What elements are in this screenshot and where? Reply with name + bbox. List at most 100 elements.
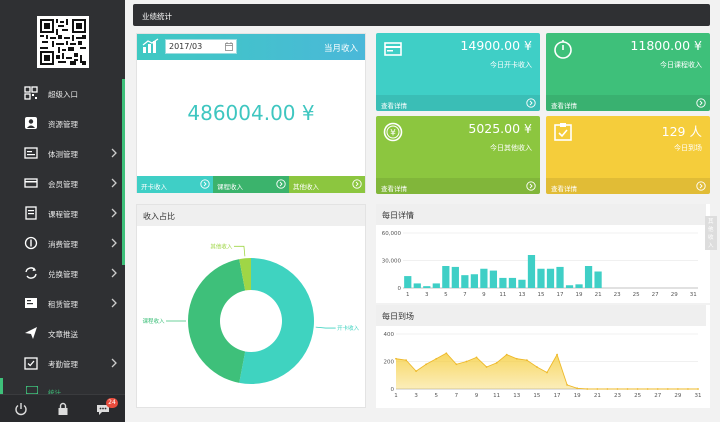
data-point[interactable]	[556, 353, 558, 356]
bar[interactable]	[575, 284, 583, 288]
sidebar: 超级入口 资源管理 体测管理 会员管理 课程管理 消费管理 兑换管理 租赁管理 文章推送 考勤管理…	[0, 0, 125, 422]
data-point[interactable]	[445, 352, 448, 355]
data-point[interactable]	[586, 388, 589, 390]
view-details-link[interactable]: 查看详情	[546, 95, 710, 111]
data-point[interactable]	[435, 357, 438, 360]
sidebar-item-10[interactable]: 考勤管理	[0, 349, 122, 379]
data-point[interactable]	[485, 366, 488, 368]
bar[interactable]	[565, 285, 574, 288]
pie-slice[interactable]	[239, 258, 251, 291]
data-point[interactable]	[606, 388, 609, 390]
calendar-icon[interactable]	[225, 42, 233, 51]
bar[interactable]	[470, 274, 478, 288]
data-point[interactable]	[465, 360, 468, 363]
y-tick-label: 200	[384, 360, 395, 366]
bar[interactable]	[432, 283, 440, 288]
sidebar-item-4[interactable]: 会员管理	[0, 169, 122, 199]
stat-value: 129 人	[661, 124, 702, 139]
view-details-link[interactable]: 查看详情	[546, 178, 710, 194]
power-icon[interactable]	[14, 402, 28, 416]
data-point[interactable]	[676, 388, 679, 390]
pie-slice[interactable]	[187, 259, 246, 383]
grid-icon	[24, 86, 38, 100]
data-point[interactable]	[525, 359, 528, 362]
data-point[interactable]	[566, 383, 569, 386]
x-tick-label: 23	[614, 292, 621, 298]
data-point[interactable]	[687, 388, 689, 390]
month-date-input[interactable]: 2017/03	[165, 39, 237, 54]
bar[interactable]	[451, 266, 459, 288]
chevron-right-icon	[111, 178, 117, 188]
data-point[interactable]	[505, 353, 508, 356]
bar[interactable]	[556, 266, 564, 288]
data-point[interactable]	[475, 356, 478, 359]
bar[interactable]	[423, 286, 431, 288]
data-point[interactable]	[636, 388, 639, 390]
bar[interactable]	[404, 276, 412, 288]
bar[interactable]	[442, 266, 450, 288]
svg-text:¥: ¥	[390, 129, 396, 139]
pie-slice[interactable]	[239, 258, 314, 384]
data-point[interactable]	[536, 366, 538, 368]
data-point[interactable]	[415, 370, 418, 373]
x-tick-label: 3	[425, 292, 429, 298]
arrow-right-circle-icon	[526, 181, 536, 191]
sidebar-item-5[interactable]: 课程管理	[0, 199, 122, 229]
bar[interactable]	[527, 255, 536, 288]
data-point[interactable]	[546, 371, 548, 374]
monthly-footer-link-2[interactable]: 课程收入	[213, 176, 289, 193]
sidebar-item-6[interactable]: 消费管理	[0, 229, 122, 259]
card-icon	[384, 42, 402, 56]
bar-chart-icon	[142, 38, 159, 53]
view-details-link[interactable]: 查看详情	[376, 178, 540, 194]
bar[interactable]	[584, 266, 593, 288]
data-point[interactable]	[646, 388, 649, 390]
data-point[interactable]	[616, 388, 619, 390]
income-share-header: 收入占比	[137, 205, 365, 226]
data-point[interactable]	[495, 361, 498, 364]
data-point[interactable]	[455, 363, 458, 366]
monthly-footer-link-1[interactable]: 开卡收入	[137, 176, 213, 193]
sidebar-item-7[interactable]: 兑换管理	[0, 259, 122, 289]
data-point[interactable]	[626, 388, 629, 390]
bar[interactable]	[461, 275, 469, 288]
bar[interactable]	[489, 270, 498, 288]
data-point[interactable]	[656, 388, 659, 390]
sidebar-item-stats[interactable]: 统计	[0, 378, 125, 397]
bar[interactable]	[594, 271, 602, 289]
data-point[interactable]	[666, 388, 669, 390]
view-details-label: 查看详情	[551, 102, 577, 110]
pie-label: 开卡收入	[337, 324, 360, 332]
income-share-title: 收入占比	[143, 212, 175, 221]
data-point[interactable]	[515, 357, 518, 360]
bar[interactable]	[537, 268, 545, 288]
sidebar-item-3[interactable]: 体测管理	[0, 139, 122, 169]
bar[interactable]	[413, 283, 421, 288]
sidebar-item-9[interactable]: 文章推送	[0, 319, 122, 349]
lock-icon[interactable]	[56, 402, 70, 416]
data-point[interactable]	[576, 387, 579, 390]
bar[interactable]	[499, 277, 507, 288]
x-tick-label: 27	[654, 393, 661, 399]
data-point[interactable]	[596, 388, 599, 390]
daily-tab-3[interactable]: 其他收入	[705, 216, 717, 250]
data-point[interactable]	[395, 357, 397, 360]
monthly-footer-link-3[interactable]: 其他收入	[289, 176, 365, 193]
bar[interactable]	[518, 279, 526, 288]
card-icon	[24, 147, 38, 159]
view-details-link[interactable]: 查看详情	[376, 95, 540, 111]
sidebar-item-8[interactable]: 租赁管理	[0, 289, 122, 319]
sidebar-item-1[interactable]: 超级入口	[0, 79, 122, 109]
data-point[interactable]	[697, 388, 699, 390]
bar[interactable]	[508, 277, 517, 288]
user-icon	[25, 117, 37, 129]
bar[interactable]	[480, 268, 488, 288]
bar[interactable]	[546, 268, 555, 288]
chat-icon[interactable]	[96, 402, 110, 416]
page-header: 业绩统计	[133, 4, 710, 26]
data-point[interactable]	[425, 363, 428, 366]
active-indicator	[0, 378, 3, 394]
data-point[interactable]	[405, 359, 407, 362]
sidebar-item-2[interactable]: 资源管理	[0, 109, 122, 139]
